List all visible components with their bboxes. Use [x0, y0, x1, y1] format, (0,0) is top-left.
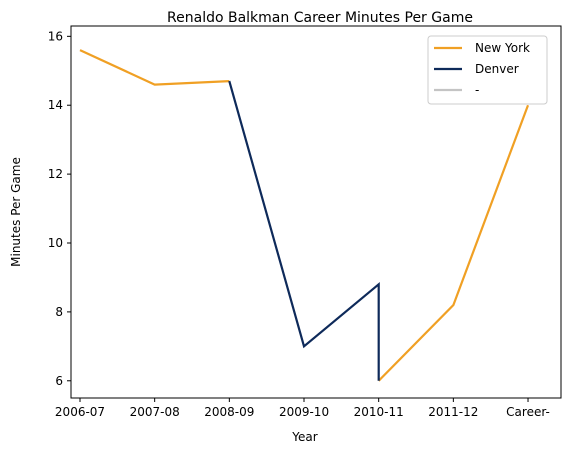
y-tick-label: 10 [48, 236, 63, 250]
series-line-new-york [79, 49, 230, 86]
x-tick-label: Career- [506, 405, 550, 419]
legend-box [427, 35, 548, 105]
legend-label: New York [475, 41, 530, 55]
x-tick-label: 2007-08 [130, 405, 180, 419]
y-tick-label: 6 [55, 374, 63, 388]
series-lines [79, 49, 530, 382]
x-tick-label: 2011-12 [428, 405, 478, 419]
series-line-new-york [377, 104, 530, 382]
chart-title: Renaldo Balkman Career Minutes Per Game [167, 10, 473, 26]
y-axis: 6 8 10 12 14 16 [48, 29, 71, 388]
x-tick-label: 2008-09 [204, 405, 254, 419]
plot-area [70, 25, 562, 399]
legend-label: - [475, 83, 479, 97]
series-line-denver [228, 80, 380, 381]
x-tick-label: 2006-07 [55, 405, 105, 419]
y-axis-label: Minutes Per Game [9, 157, 23, 267]
legend-label: Denver [475, 62, 519, 76]
y-tick-label: 12 [48, 167, 63, 181]
y-tick-label: 16 [48, 29, 63, 43]
legend: New York Denver - [427, 35, 548, 105]
y-tick-label: 14 [48, 98, 63, 112]
x-tick-label: 2010-11 [354, 405, 404, 419]
x-axis-label: Year [291, 430, 317, 444]
x-tick-label: 2009-10 [279, 405, 329, 419]
y-tick-label: 8 [55, 305, 63, 319]
x-axis: 2006-07 2007-08 2008-09 2009-10 2010-11 2011-… [55, 398, 550, 419]
